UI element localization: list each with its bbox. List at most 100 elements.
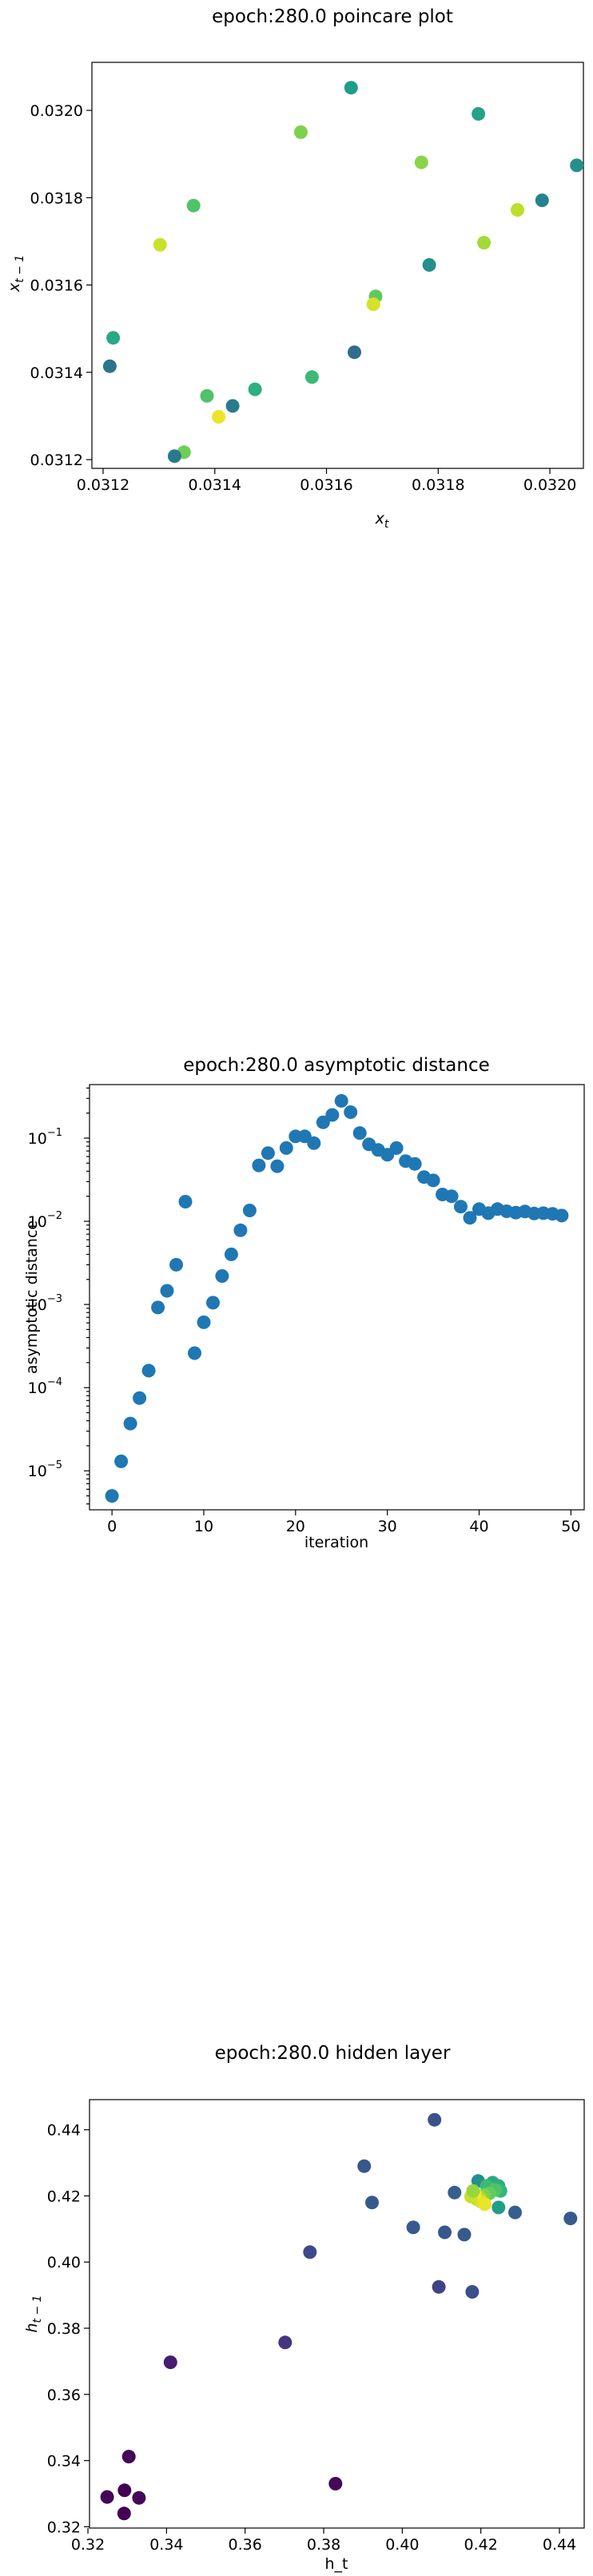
data-point (389, 1141, 404, 1155)
x-tick-label: 0.32 (71, 2536, 105, 2554)
x-tick-label: 0.0318 (412, 476, 464, 494)
data-point (242, 1204, 257, 1217)
x-tick-label: 0.38 (307, 2536, 340, 2554)
x-tick-label: 50 (561, 1518, 580, 1535)
data-point (406, 2220, 420, 2235)
x-tick-label: 0 (107, 1518, 117, 1535)
data-point (328, 2477, 343, 2490)
x-tick-label: 0.36 (229, 2536, 262, 2554)
data-point (357, 2159, 372, 2173)
x-tick-label: 0.0312 (77, 476, 129, 494)
x-tick-label: 0.42 (464, 2536, 498, 2554)
data-point (279, 1141, 293, 1155)
data-point (334, 1093, 348, 1108)
x-tick-label: 10 (194, 1518, 213, 1535)
data-point (261, 1146, 275, 1161)
y-axis-label: ht − 1 (23, 2295, 44, 2332)
x-tick-label: 0.34 (149, 2536, 183, 2554)
data-point (344, 1105, 358, 1119)
x-ticks: 0.0312 0.0314 0.0316 0.0318 0.0320 (77, 468, 576, 494)
scatter-marks (105, 1093, 569, 1503)
data-point (114, 1454, 129, 1468)
data-point (133, 1391, 147, 1405)
data-point (117, 2483, 132, 2498)
data-point (438, 2225, 452, 2240)
y-ticks: 0.32 0.34 0.36 0.38 0.40 0.42 0.44 (47, 2122, 90, 2536)
data-point (316, 1115, 330, 1129)
data-point (454, 1200, 468, 1214)
data-point (293, 125, 308, 139)
data-point (224, 1247, 238, 1261)
data-point (444, 1189, 459, 1204)
y-tick-label: 0.0320 (30, 102, 83, 120)
data-point (278, 2335, 293, 2350)
data-point (197, 1315, 211, 1329)
x-tick-label: 30 (378, 1518, 397, 1535)
data-point (352, 1126, 367, 1141)
x-tick-label: 0.0316 (300, 476, 352, 494)
data-point (408, 1157, 422, 1171)
data-point (465, 2285, 480, 2299)
y-tick-label: 0.0316 (30, 277, 83, 295)
x-axis-label: xt (375, 510, 389, 531)
plot-frame (91, 62, 584, 469)
data-point (212, 410, 226, 424)
data-point (233, 1223, 248, 1237)
y-tick-label: 0.42 (47, 2188, 81, 2205)
data-point (200, 388, 214, 403)
y-tick-label: 0.0312 (30, 452, 83, 469)
data-point (466, 2184, 480, 2198)
x-axis-label: h_t (325, 2555, 348, 2573)
data-point (160, 1284, 174, 1298)
data-point (153, 237, 167, 252)
data-point (365, 2196, 379, 2210)
data-point (492, 2200, 506, 2215)
data-point (563, 2212, 578, 2226)
data-point (303, 2245, 317, 2259)
x-tick-label: 0.0320 (523, 476, 576, 494)
data-point (472, 107, 486, 121)
chart-title: epoch:280.0 asymptotic distance (183, 1055, 490, 1076)
x-tick-label: 0.44 (543, 2536, 576, 2554)
data-point (151, 1300, 165, 1315)
data-point (478, 2197, 492, 2212)
data-point (106, 331, 121, 345)
x-ticks: 0.32 0.34 0.36 0.38 0.40 0.42 0.44 (71, 2528, 576, 2554)
data-point (206, 1296, 220, 1310)
y-tick-label: 0.38 (47, 2320, 81, 2338)
scatter-marks (102, 81, 584, 464)
data-point (215, 1269, 229, 1283)
y-ticks: 0.0312 0.0314 0.0316 0.0318 0.0320 (30, 102, 92, 469)
y-tick-label: 0.0318 (30, 189, 83, 207)
y-tick-label: 0.0314 (30, 364, 83, 382)
y-tick-label: 0.40 (47, 2254, 81, 2271)
data-point (366, 297, 380, 312)
y-tick-label: 10−1 (28, 1127, 62, 1148)
chart-title: epoch:280.0 hidden layer (215, 2043, 451, 2064)
data-point (163, 2355, 177, 2370)
x-tick-label: 0.40 (385, 2536, 419, 2554)
data-point (463, 1211, 477, 1225)
data-point (511, 203, 524, 217)
y-axis-label: xt − 1 (6, 255, 26, 293)
y-tick-label: 0.32 (47, 2518, 81, 2536)
data-point (117, 2506, 131, 2521)
data-point (132, 2490, 146, 2505)
plot-frame (89, 2099, 585, 2529)
data-point (225, 399, 240, 413)
data-point (570, 158, 584, 173)
chart-poincare: epoch:280.0 poincare plot 0.0312 0.0314 0.… (6, 6, 584, 531)
data-point (428, 2112, 442, 2127)
data-point (270, 1159, 285, 1173)
data-point (121, 2450, 136, 2464)
x-ticks: 0 10 20 30 40 50 (107, 1510, 580, 1535)
data-point (535, 193, 549, 208)
data-point (102, 359, 117, 373)
data-point (186, 198, 201, 213)
data-point (100, 2490, 114, 2504)
data-point (426, 1173, 440, 1188)
y-tick-label: 0.34 (47, 2453, 81, 2470)
data-point (105, 1489, 119, 1503)
chart-title: epoch:280.0 poincare plot (212, 6, 453, 27)
